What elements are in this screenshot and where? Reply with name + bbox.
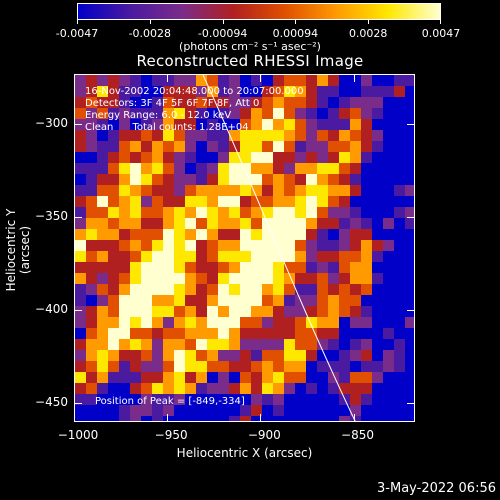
rhessi-image-plot: 16-Nov-2002 20:04:48.000 to 20:07:00.000… <box>74 74 415 422</box>
colorbar-tick-label: -0.0028 <box>128 27 172 40</box>
y-tick-label: −350 <box>35 209 68 224</box>
y-tick-mark <box>74 403 82 405</box>
y-tick-mark <box>407 217 415 219</box>
colorbar-tick-mark <box>149 19 151 24</box>
info-clean-counts: Clean Total counts: 1.28E+04 <box>85 122 249 133</box>
info-detectors: Detectors: 3F 4F 5F 6F 7F 8F, Att 0 <box>85 98 260 109</box>
heatmap-image <box>75 75 414 421</box>
x-axis-label: Heliocentric X (arcsec) <box>176 446 313 460</box>
image-title: Reconstructed RHESSI Image <box>136 52 364 70</box>
colorbar-tick-label: 0.00094 <box>272 27 319 40</box>
x-tick-mark <box>353 414 355 422</box>
y-tick-label: −300 <box>35 116 68 131</box>
timestamp: 3-May-2022 06:56 <box>377 481 496 496</box>
colorbar-tick-mark <box>440 19 441 24</box>
x-tick-label: −900 <box>247 428 281 442</box>
colorbar-tick-label: 0.0047 <box>421 27 461 40</box>
colorbar <box>77 3 441 20</box>
x-tick-mark <box>260 414 262 422</box>
y-tick-mark <box>407 310 415 312</box>
y-tick-mark <box>74 310 82 312</box>
colorbar-units: (photons cm⁻² s⁻¹ asec⁻²) <box>179 40 321 53</box>
y-tick-mark <box>74 217 82 219</box>
y-axis-label: Heliocentric Y (arcsec) <box>4 208 32 292</box>
x-tick-label: −950 <box>154 428 188 442</box>
y-tick-label: −450 <box>35 395 68 410</box>
x-tick-mark <box>353 74 355 82</box>
colorbar-tick-mark <box>77 19 78 24</box>
y-tick-mark <box>407 403 415 405</box>
colorbar-tick-mark <box>222 19 224 24</box>
colorbar-tick-label: -0.00094 <box>197 27 248 40</box>
info-energy-range: Energy Range: 6.0 - 12.0 keV <box>85 110 232 121</box>
colorbar-tick-label: 0.0028 <box>348 27 388 40</box>
colorbar-tick-mark <box>368 19 370 24</box>
peak-position: Position of Peak = [-849,-334] <box>95 396 245 407</box>
y-tick-label: −400 <box>35 302 68 317</box>
x-tick-mark <box>167 414 169 422</box>
x-tick-mark <box>167 74 169 82</box>
colorbar-tick-mark <box>295 19 297 24</box>
x-tick-label: −850 <box>341 428 374 442</box>
colorbar-tick-label: -0.0047 <box>55 27 99 40</box>
y-tick-mark <box>407 124 415 126</box>
info-time-range: 16-Nov-2002 20:04:48.000 to 20:07:00.000 <box>85 86 304 97</box>
solar-limb-line <box>202 75 356 421</box>
x-tick-mark <box>74 74 75 82</box>
y-tick-mark <box>74 124 82 126</box>
x-tick-label: −1000 <box>57 428 99 442</box>
x-tick-mark <box>260 74 262 82</box>
x-tick-mark <box>74 414 75 422</box>
